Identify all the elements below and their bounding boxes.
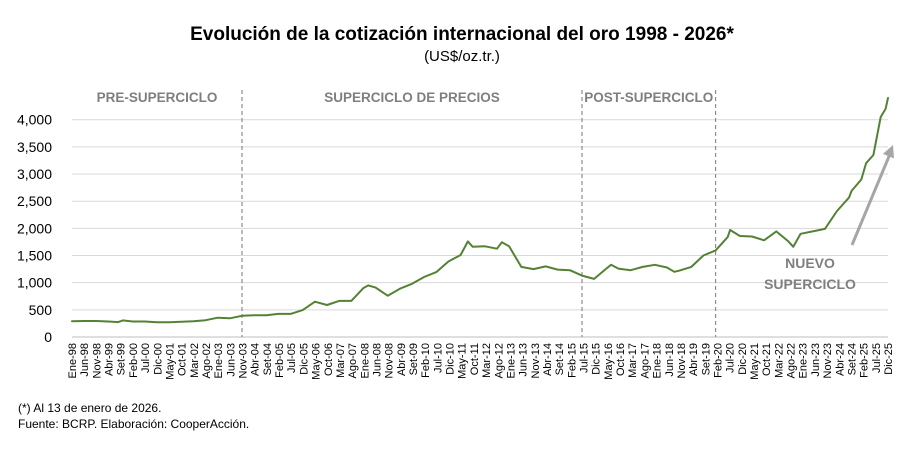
- x-tick-label: Ago-07: [347, 343, 359, 378]
- x-tick-label: Set-04: [262, 343, 274, 375]
- x-tick-label: May-06: [311, 343, 323, 380]
- x-tick-label: Dic-10: [445, 343, 457, 375]
- footnote-source: Fuente: BCRP. Elaboración: CooperAcción.: [18, 417, 249, 431]
- x-tick-label: Nov-23: [822, 343, 834, 378]
- x-tick-label: Ene-08: [359, 343, 371, 378]
- x-tick-label: Mar-17: [627, 343, 639, 378]
- x-tick-label: Feb-05: [274, 343, 286, 378]
- x-tick-label: Mar-12: [481, 343, 493, 378]
- annotation-text: SUPERCICLO: [764, 276, 856, 292]
- x-tick-label: Nov-03: [238, 343, 250, 378]
- y-tick-label: 0: [44, 329, 52, 345]
- trend-arrow: [850, 153, 892, 246]
- x-tick-label: Set-14: [554, 343, 566, 375]
- x-tick-label: Nov-98: [91, 343, 103, 378]
- period-labels: PRE-SUPERCICLO SUPERCICLO DE PRECIOS POST-…: [97, 90, 714, 105]
- x-tick-label: Feb-00: [128, 343, 140, 378]
- x-tick-label: Jul-20: [725, 343, 737, 373]
- x-tick-label: Set-99: [116, 343, 128, 375]
- x-tick-label: Nov-13: [530, 343, 542, 378]
- x-axis-tick-labels: Ene-98 Jun-98 Nov-98 Abr-99 Set-99 Feb-00 Jul-…: [67, 343, 895, 380]
- series-lines: [71, 97, 889, 324]
- x-tick-label: Abr-04: [250, 343, 262, 376]
- x-tick-label: Jun-23: [810, 343, 822, 377]
- footnote-date: (*) Al 13 de enero de 2026.: [18, 401, 161, 415]
- x-tick-label: Mar-22: [773, 343, 785, 378]
- annotation-text: NUEVO: [785, 255, 835, 271]
- y-tick-label: 2,500: [17, 193, 52, 209]
- x-tick-label: Ene-03: [213, 343, 225, 378]
- x-tick-label: Jun-03: [225, 343, 237, 377]
- y-tick-label: 500: [29, 302, 53, 318]
- x-tick-label: Dic-15: [591, 343, 603, 375]
- annotation: NUEVO SUPERCICLO: [764, 145, 894, 292]
- period-label: SUPERCICLO DE PRECIOS: [324, 90, 500, 105]
- chart-subtitle: (US$/oz.tr.): [424, 48, 500, 65]
- x-tick-label: Mar-02: [189, 343, 201, 378]
- x-tick-label: Oct-16: [615, 343, 627, 376]
- x-tick-label: Dic-00: [152, 343, 164, 375]
- y-tick-label: 4,000: [17, 112, 52, 128]
- y-axis-tick-labels: 0 500 1,000 1,500 2,000 2,500 3,000 3,500 4,000: [17, 112, 52, 345]
- x-tick-label: Set-09: [408, 343, 420, 375]
- gold-price-line: [71, 97, 889, 324]
- x-tick-label: Jun-13: [518, 343, 530, 377]
- y-tick-label: 3,500: [17, 139, 52, 155]
- x-tick-label: Feb-20: [712, 343, 724, 378]
- x-tick-label: Oct-11: [469, 343, 481, 375]
- x-tick-label: Jul-25: [871, 343, 883, 373]
- x-tick-label: Feb-25: [859, 343, 871, 378]
- period-label: PRE-SUPERCICLO: [97, 90, 218, 105]
- x-tick-label: Ago-02: [201, 343, 213, 378]
- x-tick-label: Dic-20: [737, 343, 749, 375]
- x-tick-label: May-11: [457, 343, 469, 379]
- x-tick-label: Jun-98: [79, 343, 91, 377]
- x-tick-label: Abr-99: [104, 343, 116, 376]
- x-tick-label: Set-19: [700, 343, 712, 375]
- y-tick-label: 2,000: [17, 220, 52, 236]
- x-tick-label: Nov-08: [384, 343, 396, 378]
- x-tick-label: Jul-05: [286, 343, 298, 373]
- period-dividers: [241, 90, 717, 337]
- x-tick-label: Jul-00: [140, 343, 152, 373]
- x-tick-label: Feb-10: [420, 343, 432, 378]
- x-tick-label: Abr-19: [688, 343, 700, 376]
- x-tick-label: Dic-25: [883, 343, 895, 375]
- trend-arrow-head: [882, 145, 894, 159]
- x-tick-label: Ene-23: [798, 343, 810, 378]
- x-tick-label: Jul-10: [432, 343, 444, 373]
- x-tick-label: Oct-01: [177, 343, 189, 376]
- x-tick-label: Oct-21: [761, 343, 773, 376]
- x-tick-label: Ene-18: [652, 343, 664, 378]
- period-label: POST-SUPERCICLO: [584, 90, 713, 105]
- x-tick-label: Abr-09: [396, 343, 408, 376]
- x-tick-label: Jul-15: [579, 343, 591, 373]
- x-tick-label: Oct-06: [323, 343, 335, 376]
- y-tick-label: 1,000: [17, 275, 52, 291]
- gridlines: [72, 119, 888, 338]
- y-tick-label: 3,000: [17, 166, 52, 182]
- x-tick-label: May-21: [749, 343, 761, 380]
- x-tick-label: Abr-24: [834, 343, 846, 376]
- x-tick-label: Ago-17: [639, 343, 651, 378]
- x-tick-label: Feb-15: [566, 343, 578, 378]
- x-tick-label: May-01: [164, 343, 176, 380]
- x-tick-label: Jun-08: [371, 343, 383, 377]
- x-tick-label: Mar-07: [335, 343, 347, 378]
- x-tick-label: Nov-18: [676, 343, 688, 378]
- x-tick-label: Ene-13: [505, 343, 517, 378]
- x-tick-label: Jun-18: [664, 343, 676, 377]
- y-tick-label: 1,500: [17, 248, 52, 264]
- x-tick-label: Ago-12: [493, 343, 505, 378]
- x-tick-label: Set-24: [846, 343, 858, 375]
- x-tick-label: Ene-98: [67, 343, 79, 378]
- x-tick-label: Dic-05: [298, 343, 310, 375]
- x-tick-label: May-16: [603, 343, 615, 380]
- x-tick-label: Ago-22: [786, 343, 798, 378]
- x-tick-label: Abr-14: [542, 343, 554, 376]
- chart-title: Evolución de la cotización internacional…: [190, 24, 734, 45]
